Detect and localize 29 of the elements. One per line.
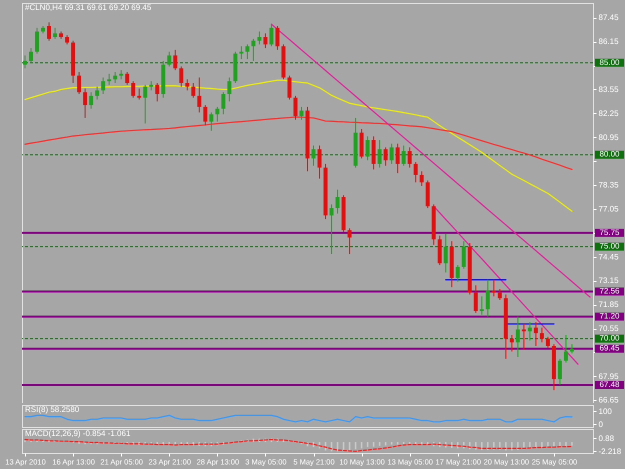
y-tick-label: 71.85 bbox=[598, 300, 620, 310]
y-tick-label: 86.15 bbox=[598, 37, 620, 46]
ref-line-label: 69.45 bbox=[599, 344, 620, 353]
chart-title: #CLN0,H4 69.31 69.61 69.20 69.45 bbox=[25, 3, 152, 12]
y-tick-label: -2.218 bbox=[598, 446, 622, 456]
ref-line-label: 70.00 bbox=[599, 334, 620, 343]
y-tick-label: 70.55 bbox=[598, 324, 620, 334]
y-tick-label: 74.45 bbox=[598, 252, 620, 262]
chart-title: MACD(12,26,9) -0.854 -1.061 bbox=[25, 429, 131, 438]
y-tick-label: 67.95 bbox=[598, 372, 620, 381]
y-tick-label: 77.05 bbox=[598, 204, 620, 214]
ref-line-label: 75.00 bbox=[599, 242, 620, 251]
y-tick-label: 100 bbox=[598, 406, 612, 416]
y-tick-label: 0.88 bbox=[598, 434, 615, 443]
y-tick-label: 78.35 bbox=[598, 180, 620, 190]
y-tick-label: 73.15 bbox=[598, 276, 620, 286]
ref-line-label: 75.75 bbox=[599, 228, 620, 237]
y-tick-label: 83.55 bbox=[598, 84, 620, 94]
y-tick-label: 0 bbox=[598, 420, 604, 429]
chart-title: RSI(8) 58.2580 bbox=[25, 405, 80, 414]
ref-line-label: 85.00 bbox=[599, 58, 620, 67]
ref-line-label: 67.48 bbox=[599, 380, 620, 389]
y-tick-label: 87.45 bbox=[598, 13, 620, 22]
ref-line-label: 80.00 bbox=[599, 150, 620, 159]
ref-line-label: 71.20 bbox=[599, 312, 620, 321]
y-tick-label: 66.65 bbox=[598, 396, 620, 405]
y-tick-label: 82.25 bbox=[598, 108, 620, 118]
y-tick-label: 80.95 bbox=[598, 132, 620, 142]
ref-line-label: 72.56 bbox=[599, 286, 620, 296]
